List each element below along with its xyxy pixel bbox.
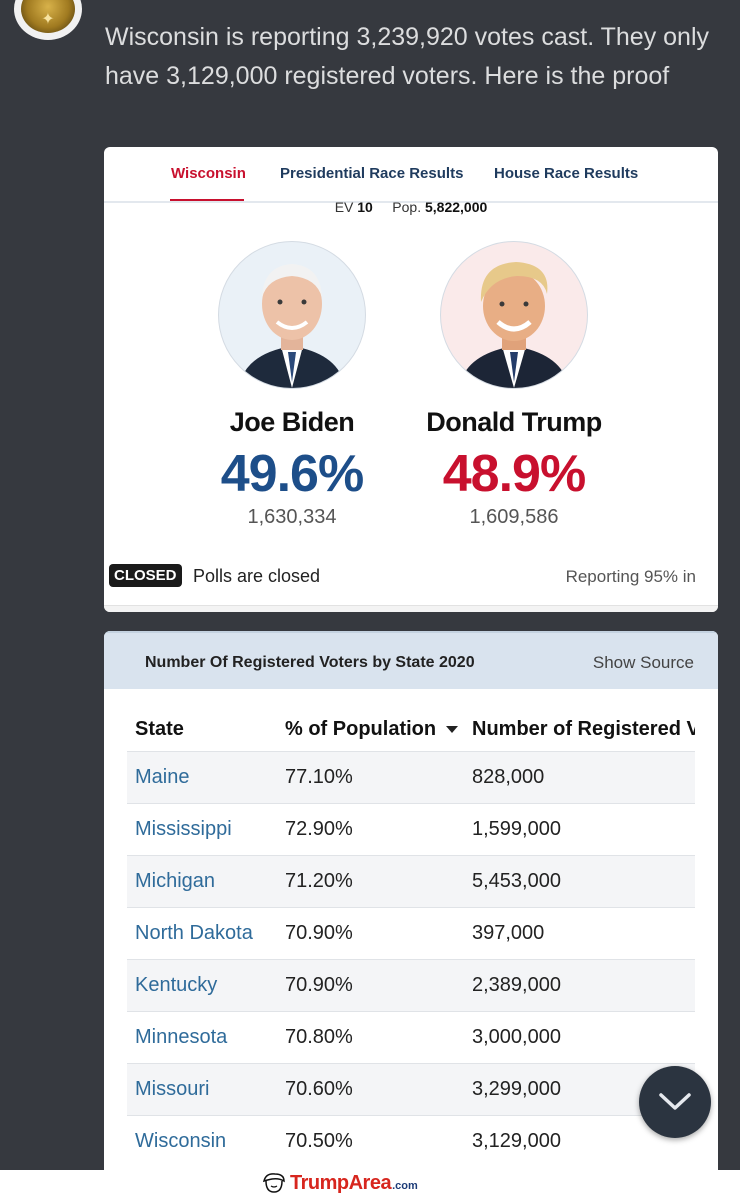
post-message-text: Wisconsin is reporting 3,239,920 votes c…: [105, 23, 710, 90]
voters-card-header: Number Of Registered Voters by State 202…: [104, 631, 718, 689]
state-link[interactable]: Kentucky: [127, 959, 277, 1012]
tab-presidential-race-results[interactable]: Presidential Race Results: [280, 165, 464, 182]
number-cell: 828,000: [464, 751, 695, 804]
watermark-suffix: .com: [392, 1179, 418, 1192]
biden-name: Joe Biden: [229, 407, 355, 437]
percent-cell: 70.50%: [277, 1115, 464, 1167]
table-row: Maine 77.10% 828,000: [127, 751, 695, 804]
table-row: Minnesota 70.80% 3,000,000: [127, 1011, 695, 1064]
table-row: Michigan 71.20% 5,453,000: [127, 855, 695, 908]
percent-cell: 77.10%: [277, 751, 464, 804]
registered-voters-card: Number Of Registered Voters by State 202…: [104, 631, 718, 1171]
table-row: Mississippi 72.90% 1,599,000: [127, 803, 695, 856]
biden-vote-count: 1,630,334: [247, 506, 337, 528]
election-results-card: Wisconsin Presidential Race Results Hous…: [104, 147, 718, 612]
state-link[interactable]: Michigan: [127, 855, 277, 908]
polls-status-text: Polls are closed: [193, 566, 321, 586]
sort-descending-icon: [446, 725, 459, 733]
candidate-trump: Donald Trump 48.9% 1,609,586: [404, 241, 624, 529]
percent-cell: 70.90%: [277, 907, 464, 960]
percent-cell: 70.90%: [277, 959, 464, 1012]
results-tab-bar: Wisconsin Presidential Race Results Hous…: [104, 147, 718, 203]
header-number-label: Number of Registered V: [472, 717, 695, 740]
trump-vote-count: 1,609,586: [469, 506, 559, 528]
table-row: Missouri 70.60% 3,299,000: [127, 1063, 695, 1116]
pop-value: 5,822,000: [425, 199, 488, 215]
biden-percentage: 49.6%: [220, 445, 364, 503]
state-link[interactable]: Maine: [127, 751, 277, 804]
scroll-down-button[interactable]: [639, 1066, 711, 1138]
watermark: TrumpArea .com: [262, 1171, 418, 1195]
tab-wisconsin[interactable]: Wisconsin: [171, 165, 246, 182]
number-cell: 5,453,000: [464, 855, 695, 908]
header-percent-population[interactable]: % of Population: [277, 707, 464, 752]
ev-pop-line: EV 10 Pop. 5,822,000: [104, 199, 718, 215]
percent-cell: 70.80%: [277, 1011, 464, 1064]
watermark-brand: TrumpArea: [290, 1171, 392, 1194]
biden-portrait-image: [239, 264, 345, 388]
number-cell: 3,000,000: [464, 1011, 695, 1064]
voters-card-title: Number Of Registered Voters by State 202…: [145, 654, 475, 671]
trump-percentage: 48.9%: [442, 445, 586, 503]
header-registered-number[interactable]: Number of Registered V: [464, 707, 695, 752]
active-tab-underline: [170, 199, 244, 201]
card-divider: [104, 605, 718, 612]
trump-portrait-image: [459, 262, 569, 388]
registered-voters-table: State % of Population Number of Register…: [127, 707, 695, 1167]
candidate-biden: Joe Biden 49.6% 1,630,334: [182, 241, 402, 529]
watermark-bar: [0, 1170, 740, 1195]
header-state[interactable]: State: [127, 707, 277, 752]
state-link[interactable]: Wisconsin: [127, 1115, 277, 1167]
tab-house-race-results[interactable]: House Race Results: [494, 165, 639, 182]
table-header-row: State % of Population Number of Register…: [127, 707, 695, 752]
state-link[interactable]: Minnesota: [127, 1011, 277, 1064]
reporting-status-text: Reporting 95% in: [565, 567, 696, 586]
number-cell: 2,389,000: [464, 959, 695, 1012]
table-row: North Dakota 70.90% 397,000: [127, 907, 695, 960]
table-row: Kentucky 70.90% 2,389,000: [127, 959, 695, 1012]
trump-name: Donald Trump: [426, 407, 602, 437]
header-percent-label: % of Population: [285, 717, 437, 740]
state-link[interactable]: North Dakota: [127, 907, 277, 960]
number-cell: 1,599,000: [464, 803, 695, 856]
trump-hair-logo-icon: [262, 1173, 285, 1193]
chevron-down-icon: [659, 1093, 691, 1110]
percent-cell: 72.90%: [277, 803, 464, 856]
biden-portrait: [218, 241, 366, 389]
avatar-emblem-icon: ✦: [21, 0, 75, 33]
pop-label: Pop.: [392, 199, 422, 215]
user-avatar[interactable]: ✦: [14, 0, 82, 40]
table-row: Wisconsin 70.50% 3,129,000: [127, 1115, 695, 1167]
closed-badge: CLOSED: [109, 564, 182, 587]
ev-value: 10: [357, 199, 373, 215]
header-state-label: State: [135, 717, 184, 740]
show-source-button[interactable]: Show Source: [592, 653, 694, 672]
percent-cell: 71.20%: [277, 855, 464, 908]
number-cell: 397,000: [464, 907, 695, 960]
ev-label: EV: [334, 199, 354, 215]
trump-portrait: [440, 241, 588, 389]
state-link[interactable]: Mississippi: [127, 803, 277, 856]
percent-cell: 70.60%: [277, 1063, 464, 1116]
state-link[interactable]: Missouri: [127, 1063, 277, 1116]
